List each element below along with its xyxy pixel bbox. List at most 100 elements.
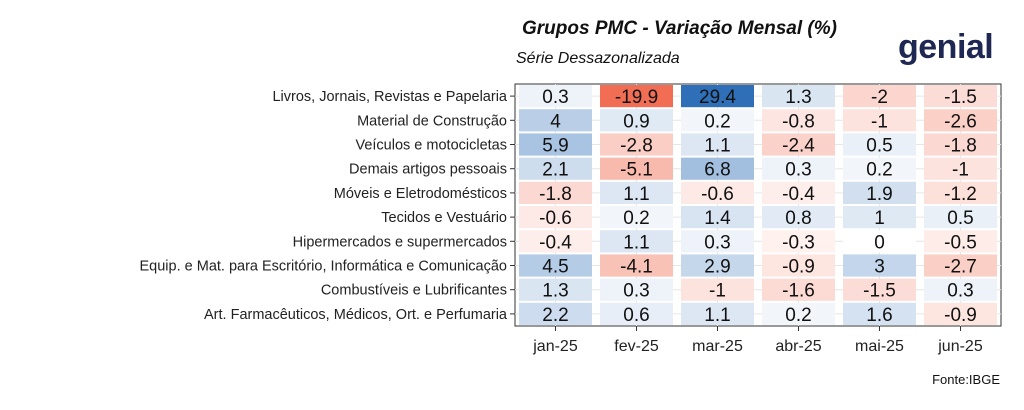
chart-subtitle: Série Dessazonalizada [516, 50, 680, 67]
heatmap-cell [519, 85, 592, 108]
cell-value-label: 1.1 [623, 232, 649, 253]
cell-value-label: -0.4 [539, 232, 572, 253]
heatmap-cell [924, 206, 997, 229]
cell-value-label: 0 [874, 232, 885, 253]
heatmap-cell [681, 133, 754, 156]
cell-value-label: -0.6 [539, 208, 572, 229]
heatmap-cell [681, 109, 754, 132]
cell-value-label: 3 [874, 257, 885, 278]
y-axis-label: Móveis e Eletrodomésticos [334, 186, 507, 202]
cell-value-label: 0.2 [785, 305, 811, 326]
heatmap-cell [924, 181, 997, 204]
cell-value-label: -0.6 [701, 184, 734, 205]
heatmap-cell [924, 133, 997, 156]
heatmap-cell [600, 157, 673, 180]
heatmap-cell [519, 109, 592, 132]
x-axis-label: mai-25 [855, 338, 904, 355]
cell-value-label: 2.2 [542, 305, 568, 326]
heatmap-cell [519, 278, 592, 301]
y-axis-label: Art. Farmacêuticos, Médicos, Ort. e Perf… [204, 307, 508, 323]
cell-value-label: -0.4 [782, 184, 815, 205]
x-axis-label: abr-25 [775, 338, 821, 355]
heatmap-cell [843, 133, 916, 156]
heatmap-cell [600, 254, 673, 277]
cell-value-label: 6.8 [704, 160, 730, 181]
cell-value-label: 0.2 [704, 111, 730, 132]
heatmap-cell [681, 230, 754, 253]
heatmap-cell [843, 230, 916, 253]
cell-value-label: -1.5 [863, 281, 896, 302]
y-axis-label: Livros, Jornais, Revistas e Papelaria [272, 89, 507, 105]
heatmap-cell [762, 85, 835, 108]
heatmap-cell [519, 181, 592, 204]
heatmap-cell [762, 254, 835, 277]
x-axis-label: mar-25 [692, 338, 743, 355]
cell-value-label: -1.6 [782, 281, 815, 302]
cell-value-label: 1.1 [704, 136, 730, 157]
heatmap-cell [762, 302, 835, 325]
y-axis-label: Veículos e motocicletas [355, 138, 507, 154]
heatmap-cell [843, 109, 916, 132]
cell-value-label: 1.1 [623, 184, 649, 205]
heatmap-cell [681, 278, 754, 301]
cell-value-label: -2 [871, 87, 888, 108]
cell-value-label: -1 [709, 281, 726, 302]
heatmap-cell [681, 254, 754, 277]
cell-value-label: 1.3 [542, 281, 568, 302]
heatmap-cell [519, 302, 592, 325]
heatmap-cell [519, 133, 592, 156]
heatmap-cell [843, 254, 916, 277]
heatmap-cell [681, 181, 754, 204]
heatmap-cell [762, 133, 835, 156]
heatmap-cell [600, 109, 673, 132]
heatmap-cell [600, 181, 673, 204]
cell-value-label: -0.8 [782, 111, 815, 132]
heatmap-cell [600, 278, 673, 301]
cell-value-label: 1.4 [704, 208, 731, 229]
cell-value-label: 0.9 [623, 111, 649, 132]
heatmap-cell [843, 85, 916, 108]
heatmap-cell [924, 302, 997, 325]
x-axis-label: jun-25 [937, 338, 983, 355]
cell-value-label: -2.6 [944, 111, 977, 132]
heatmap-cell [762, 181, 835, 204]
cell-value-label: 4.5 [542, 257, 568, 278]
cell-value-label: -2.4 [782, 136, 815, 157]
heatmap-cell [843, 302, 916, 325]
cell-value-label: 1.9 [866, 184, 892, 205]
cell-value-label: 0.5 [866, 136, 892, 157]
cell-value-label: -0.9 [944, 305, 977, 326]
y-axis-label: Demais artigos pessoais [349, 162, 507, 178]
cell-value-label: 2.9 [704, 257, 730, 278]
heatmap-cell [762, 157, 835, 180]
heatmap-cell [843, 206, 916, 229]
y-axis-label: Hipermercados e supermercados [293, 234, 507, 250]
cell-value-label: -1 [871, 111, 888, 132]
heatmap-cell [924, 278, 997, 301]
cell-value-label: 1.1 [704, 305, 730, 326]
cell-value-label: -0.5 [944, 232, 977, 253]
heatmap-cell [762, 230, 835, 253]
y-axis-label: Material de Construção [357, 113, 507, 129]
heatmap-cell [600, 133, 673, 156]
heatmap-cell [681, 85, 754, 108]
cell-value-label: -0.3 [782, 232, 815, 253]
cell-value-label: -1.8 [944, 136, 977, 157]
cell-value-label: 0.2 [623, 208, 649, 229]
heatmap-cell [681, 302, 754, 325]
heatmap-cell [843, 157, 916, 180]
plot-panel [514, 83, 1002, 327]
cell-value-label: 0.5 [947, 208, 973, 229]
heatmap-cell [924, 109, 997, 132]
heatmap-cell [681, 206, 754, 229]
cell-value-label: 0.6 [623, 305, 649, 326]
cell-value-label: -2.7 [944, 257, 977, 278]
cell-value-label: 0.3 [623, 281, 649, 302]
cell-value-label: -0.9 [782, 257, 815, 278]
cell-value-label: 0.2 [866, 160, 892, 181]
cell-value-label: 0.3 [785, 160, 811, 181]
cell-value-label: 0.3 [704, 232, 730, 253]
genial-logo: genial [898, 28, 994, 66]
heatmap-cell [681, 157, 754, 180]
